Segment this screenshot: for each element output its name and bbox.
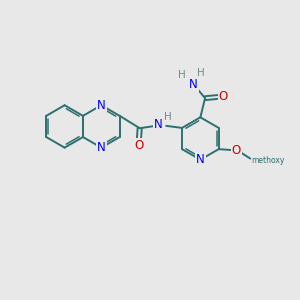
Text: O: O <box>232 144 241 157</box>
Text: N: N <box>97 99 106 112</box>
Text: N: N <box>154 118 163 131</box>
Text: H: H <box>197 68 205 78</box>
Text: N: N <box>196 153 205 166</box>
Text: H: H <box>164 112 172 122</box>
Text: N: N <box>97 141 106 154</box>
Text: N: N <box>189 78 198 91</box>
Text: O: O <box>134 140 143 152</box>
Text: methoxy: methoxy <box>251 156 284 165</box>
Text: O: O <box>219 90 228 103</box>
Text: H: H <box>178 70 185 80</box>
